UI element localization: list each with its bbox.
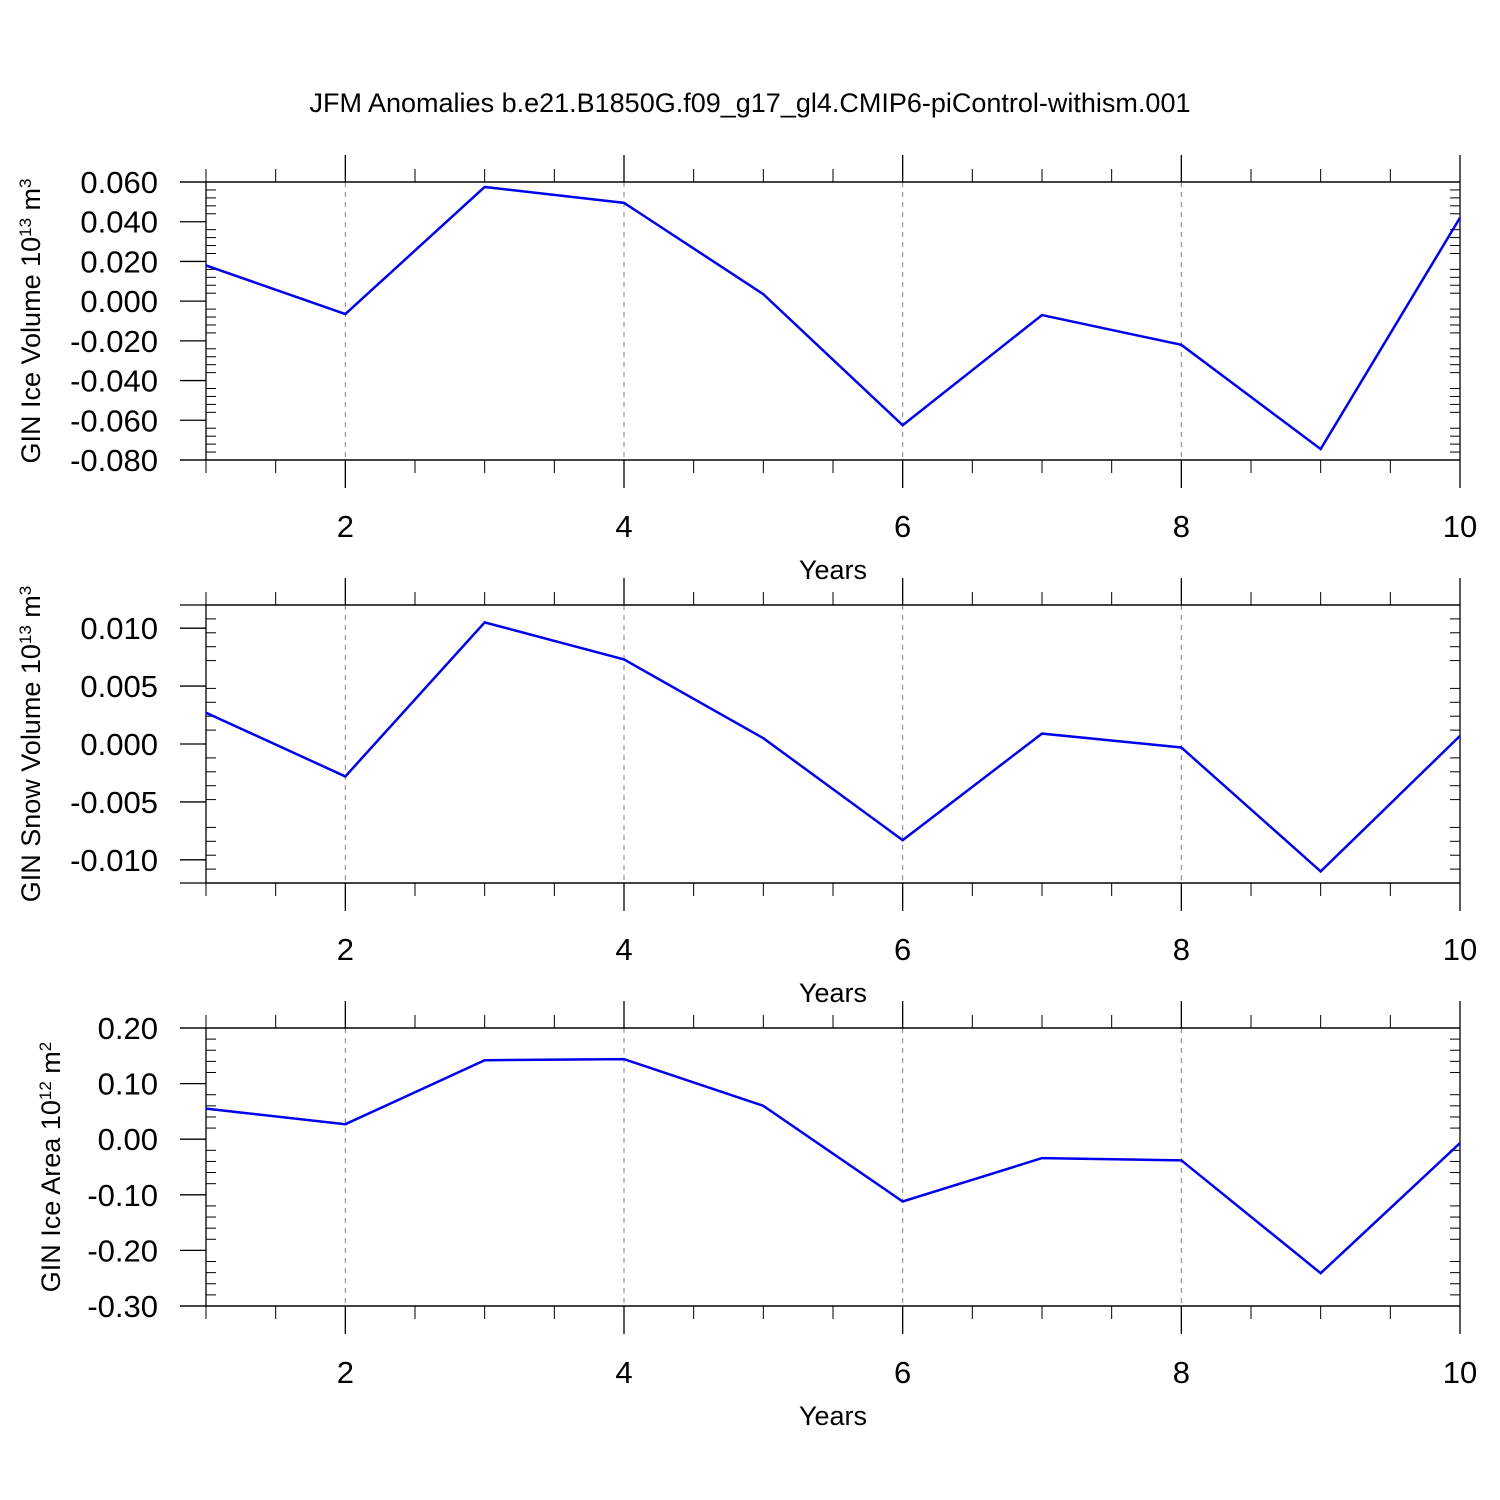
y-axis-title: GIN Snow Volume 1013 m3: [16, 586, 47, 903]
x-axis-title: Years: [799, 978, 867, 1008]
x-tick-label: 6: [894, 932, 911, 967]
y-tick-label: 0.040: [80, 205, 158, 240]
plot-frame: [205, 604, 1461, 884]
panel-1: 0.060 0.040 0.020 0.000 -0.020 -0.040 -0.060 -0…: [16, 155, 1477, 585]
y-tick-label: 0.20: [98, 1011, 158, 1046]
y-axis-title-text: m: [16, 595, 46, 625]
y-tick-label: 0.000: [80, 284, 158, 319]
y-tick-label: 0.00: [98, 1122, 158, 1157]
y-axis-title: GIN Ice Volume 1013 m3: [16, 178, 47, 463]
x-tick-label: 2: [337, 932, 354, 967]
x-tick-label: 8: [1173, 932, 1190, 967]
y-axis-title-text: GIN Ice Volume 10: [16, 237, 46, 464]
x-tick-label: 6: [894, 509, 911, 544]
plot-frame: [205, 181, 1461, 461]
x-tick-label: 4: [615, 1355, 632, 1390]
panel-3: 0.20 0.10 0.00 -0.10 -0.20 -0.30 2 4 6 8 10 Years GI…: [36, 1001, 1477, 1431]
x-tick-label: 2: [337, 509, 354, 544]
x-tick-label: 8: [1173, 1355, 1190, 1390]
y-axis-title-superscript: 12: [36, 1081, 55, 1100]
panel-2: 0.010 0.005 0.000 -0.005 -0.010 2 4 6 8 10 Years GI…: [16, 578, 1477, 1008]
chart-title: JFM Anomalies b.e21.B1850G.f09_g17_gl4.C…: [309, 88, 1191, 118]
y-axis-title-superscript: 13: [16, 218, 35, 237]
y-tick-label: -0.10: [87, 1178, 158, 1213]
y-tick-label: -0.080: [70, 443, 158, 478]
x-axis-title: Years: [799, 555, 867, 585]
y-tick-label: -0.020: [70, 324, 158, 359]
y-axis-title-text: m: [36, 1051, 66, 1081]
y-axis-title-superscript: 3: [16, 178, 35, 187]
y-tick-label: -0.060: [70, 403, 158, 438]
y-axis-title-text: GIN Snow Volume 10: [16, 644, 46, 902]
y-tick-label: 0.000: [80, 727, 158, 762]
x-tick-label: 10: [1443, 1355, 1477, 1390]
x-tick-label: 8: [1173, 509, 1190, 544]
y-axis-title-text: GIN Ice Area 10: [36, 1100, 66, 1292]
y-axis-title-text: m: [16, 188, 46, 218]
y-tick-label: 0.10: [98, 1067, 158, 1102]
x-tick-label: 10: [1443, 509, 1477, 544]
series-line: [205, 620, 1461, 874]
y-tick-label: 0.020: [80, 244, 158, 279]
y-axis-title-superscript: 13: [16, 625, 35, 644]
y-axis-title-superscript: 3: [16, 586, 35, 595]
plot-frame: [205, 1027, 1461, 1307]
y-tick-label: 0.010: [80, 611, 158, 646]
y-tick-label: -0.30: [87, 1289, 158, 1324]
y-tick-label: -0.040: [70, 364, 158, 399]
y-tick-label: -0.005: [70, 785, 158, 820]
x-tick-label: 6: [894, 1355, 911, 1390]
y-axis-title: GIN Ice Area 1012 m2: [36, 1042, 67, 1293]
x-tick-label: 2: [337, 1355, 354, 1390]
series-line: [205, 1057, 1461, 1275]
y-tick-label: 0.060: [80, 165, 158, 200]
y-tick-label: -0.20: [87, 1233, 158, 1268]
series-line: [205, 185, 1462, 451]
x-tick-label: 4: [615, 932, 632, 967]
y-tick-label: -0.010: [70, 843, 158, 878]
x-axis-title: Years: [799, 1401, 867, 1431]
y-axis-title-superscript: 2: [36, 1042, 55, 1051]
x-tick-label: 4: [615, 509, 632, 544]
y-tick-label: 0.005: [80, 669, 158, 704]
x-tick-label: 10: [1443, 932, 1477, 967]
